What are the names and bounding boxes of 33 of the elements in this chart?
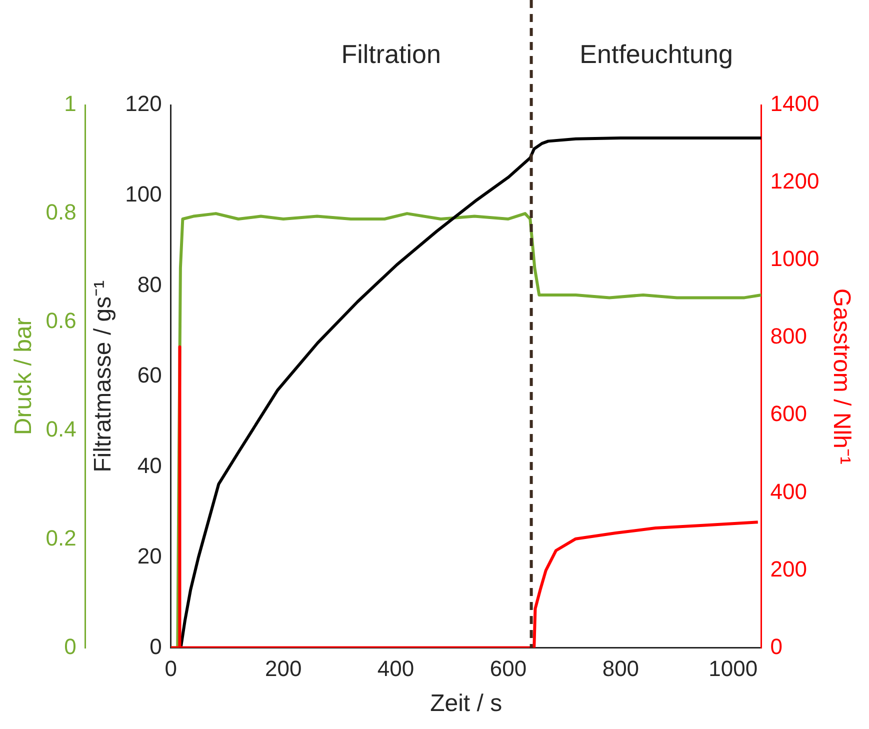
y3-tick-label: 0.4 <box>46 416 76 442</box>
y3-tick-label: 0.6 <box>46 308 76 334</box>
y2-tick-label: 200 <box>770 556 807 582</box>
y2-tick-label: 1200 <box>770 168 820 194</box>
y2-tick-label: 0 <box>770 634 783 659</box>
y3-tick-label: 0 <box>64 634 76 659</box>
y3-tick-label: 0.2 <box>46 525 76 550</box>
x-axis-title: Zeit / s <box>430 690 502 718</box>
y-tick-label: 60 <box>137 362 162 388</box>
x-tick-label: 600 <box>490 656 527 682</box>
x-tick-label: 200 <box>264 656 302 682</box>
y2-axis-title: Gasstrom / Nlh⁻¹ <box>828 288 855 464</box>
y-tick-label: 20 <box>137 543 162 568</box>
x-tick-label: 1000 <box>708 656 758 682</box>
y-tick-label: 80 <box>137 272 162 297</box>
y2-tick-label: 1000 <box>770 246 820 272</box>
y2-tick-label: 600 <box>770 401 807 426</box>
text: Entfeuchtung <box>580 39 733 70</box>
y-tick-label: 100 <box>125 182 162 207</box>
y3-tick-label: 1 <box>64 91 76 116</box>
x-tick-label: 800 <box>602 656 640 682</box>
x-tick-label: 0 <box>164 656 178 682</box>
text: Filtration <box>341 39 441 70</box>
y-axis-title: Filtratmasse / gs⁻¹ <box>89 280 116 472</box>
y3-axis-title: Druck / bar <box>10 318 38 436</box>
y2-tick-label: 400 <box>770 478 807 504</box>
y-tick-label: 0 <box>150 634 162 659</box>
x-tick-label: 400 <box>377 656 414 682</box>
y-tick-label: 120 <box>125 91 162 116</box>
y2-tick-label: 1400 <box>770 91 820 116</box>
y2-tick-label: 800 <box>770 324 807 349</box>
y3-tick-label: 0.8 <box>46 200 76 225</box>
y-tick-label: 40 <box>137 452 162 478</box>
